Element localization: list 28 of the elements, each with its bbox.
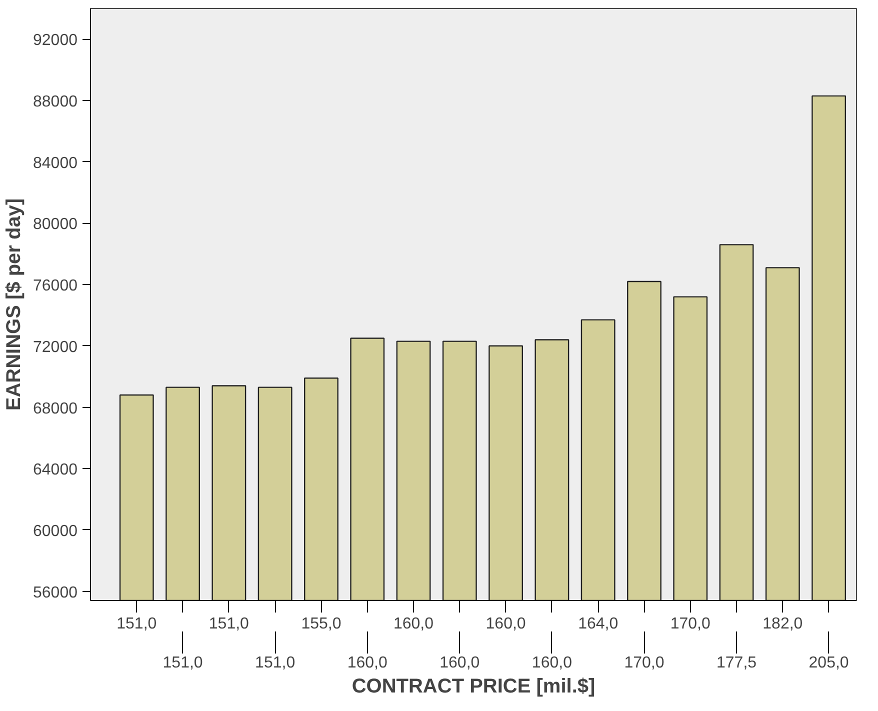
x-tick-label: 160,0 — [486, 616, 526, 632]
x-tick-label: 160,0 — [440, 654, 480, 672]
y-tick-label: 76000 — [33, 278, 78, 295]
x-axis-title: CONTRACT PRICE [mil.$] — [352, 676, 596, 698]
y-tick-label: 80000 — [33, 216, 78, 234]
y-tick-label: 72000 — [33, 338, 78, 356]
y-tick-label: 68000 — [33, 400, 78, 418]
x-tick-label: 177,5 — [716, 654, 757, 672]
y-tick-label: 88000 — [33, 94, 78, 111]
y-tick-label: 60000 — [33, 522, 78, 540]
x-tick-label: 151,0 — [208, 616, 250, 632]
y-axis-title: EARNINGS [$ per day] — [3, 198, 26, 411]
x-tick-label: 160,0 — [347, 654, 388, 672]
y-tick-label: 64000 — [33, 462, 78, 479]
y-tick-label: 56000 — [33, 584, 78, 602]
x-tick-label: 151,0 — [116, 616, 157, 632]
x-tick-label: 164,0 — [578, 616, 618, 632]
x-tick-label: 155,0 — [301, 616, 342, 632]
x-tick-label: 170,0 — [670, 616, 710, 632]
y-tick-label: 92000 — [33, 32, 78, 50]
x-tick-label: 160,0 — [532, 654, 572, 672]
y-tick-label: 84000 — [33, 154, 78, 172]
x-tick-label: 160,0 — [393, 616, 434, 632]
x-tick-label: 151,0 — [255, 654, 296, 672]
x-tick-label: 205,0 — [808, 654, 849, 672]
x-tick-label: 182,0 — [762, 616, 803, 632]
x-tick-label: 151,0 — [162, 654, 203, 672]
x-tick-label: 170,0 — [624, 654, 664, 672]
